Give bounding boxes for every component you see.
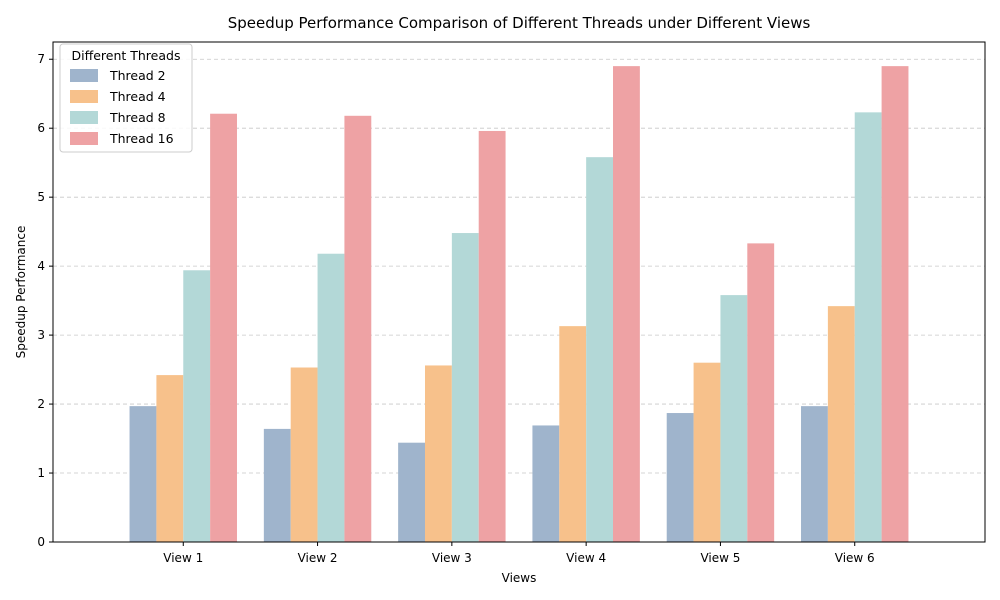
legend-label: Thread 2 xyxy=(109,68,166,83)
y-tick-label: 5 xyxy=(37,190,45,204)
bar xyxy=(586,157,614,542)
x-tick-label: View 4 xyxy=(566,551,606,565)
bar xyxy=(666,413,694,542)
x-tick-label: View 6 xyxy=(835,551,875,565)
x-tick-label: View 1 xyxy=(163,551,203,565)
x-tick-label: View 2 xyxy=(298,551,338,565)
bar xyxy=(398,442,425,542)
bar xyxy=(854,112,882,543)
bar xyxy=(424,365,452,542)
bars xyxy=(129,66,909,543)
legend-swatch xyxy=(70,90,98,103)
bar xyxy=(559,326,587,542)
plot-frame xyxy=(52,41,986,543)
y-tick-label: 0 xyxy=(37,535,45,549)
bar xyxy=(827,306,855,542)
legend-title: Different Threads xyxy=(72,48,181,63)
chart-title: Speedup Performance Comparison of Differ… xyxy=(228,14,811,32)
legend-swatch xyxy=(70,111,98,124)
bar xyxy=(451,233,479,542)
bar xyxy=(263,428,291,542)
x-axis: View 1 View 2 View 3 View 4 View 5 View 6 xyxy=(163,542,875,565)
bar xyxy=(720,295,748,542)
y-axis-label: Speedup Performance xyxy=(14,226,28,359)
bar xyxy=(344,115,372,543)
bar xyxy=(290,367,318,542)
y-tick-label: 1 xyxy=(37,466,45,480)
y-tick-label: 3 xyxy=(37,328,45,342)
bar xyxy=(881,66,909,542)
bar xyxy=(210,113,237,543)
legend-label: Thread 16 xyxy=(109,131,174,146)
x-axis-label: Views xyxy=(502,571,537,585)
legend-swatch xyxy=(70,132,98,145)
bar xyxy=(317,253,345,543)
bar xyxy=(747,243,775,542)
y-axis: 0 1 2 3 4 5 6 7 xyxy=(37,52,53,549)
x-tick-label: View 3 xyxy=(432,551,472,565)
legend-swatch xyxy=(70,69,98,82)
bar xyxy=(183,270,211,542)
y-tick-label: 2 xyxy=(37,397,45,411)
bar xyxy=(129,406,157,542)
legend-label: Thread 4 xyxy=(109,89,166,104)
legend: Different Threads Thread 2 Thread 4 Thread… xyxy=(59,43,193,153)
x-tick-label: View 5 xyxy=(700,551,740,565)
bar xyxy=(693,362,721,542)
y-tick-label: 6 xyxy=(37,121,45,135)
bar xyxy=(801,406,828,542)
y-tick-label: 4 xyxy=(37,259,45,273)
bar xyxy=(478,130,506,542)
bar xyxy=(613,66,640,542)
y-tick-label: 7 xyxy=(37,52,45,66)
legend-label: Thread 8 xyxy=(109,110,166,125)
bar xyxy=(156,375,184,542)
bar xyxy=(532,425,560,542)
